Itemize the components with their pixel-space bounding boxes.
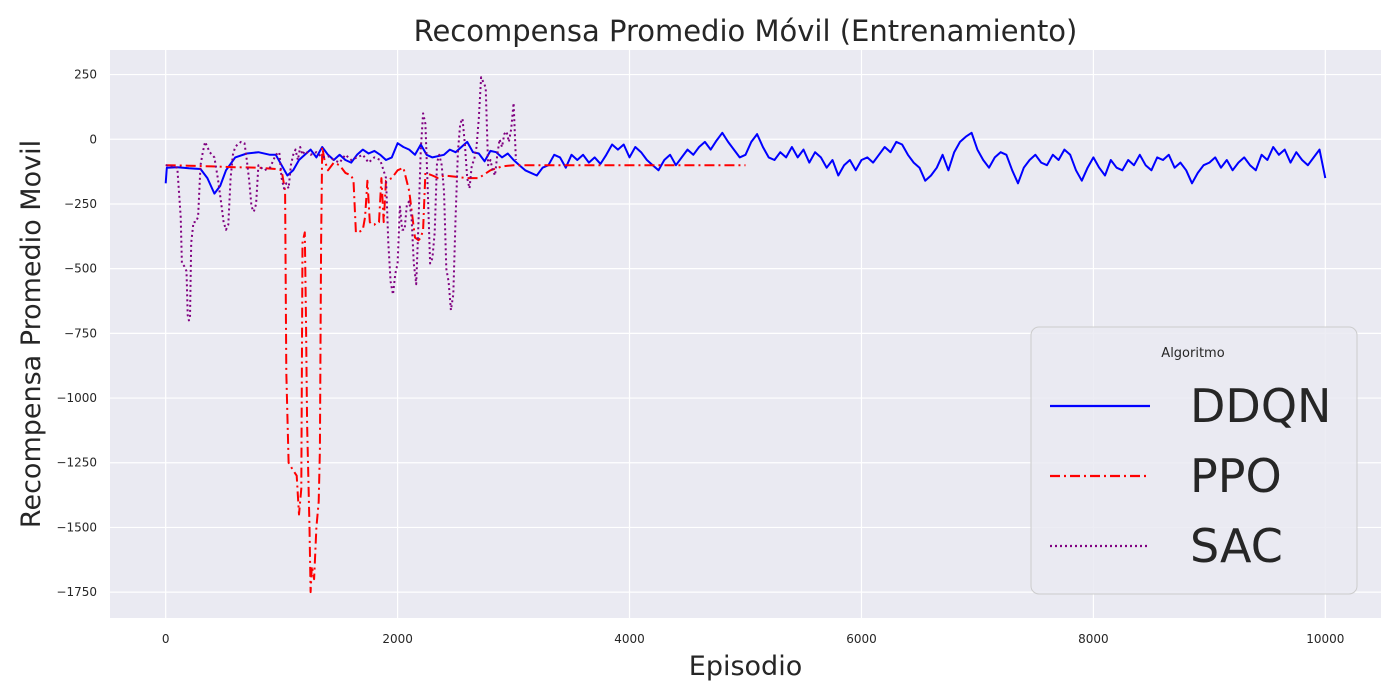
y-tick-label: −1500 <box>56 520 97 534</box>
y-tick-label: −750 <box>64 326 97 340</box>
y-tick-label: 250 <box>74 68 97 82</box>
y-axis-title: Recompensa Promedio Movil <box>16 140 47 528</box>
x-tick-label: 2000 <box>382 632 413 646</box>
y-tick-label: −1000 <box>56 391 97 405</box>
y-tick-label: −1250 <box>56 456 97 470</box>
series-line-ddqn <box>164 131 1327 195</box>
x-axis-title: Episodio <box>689 651 802 682</box>
legend-label-sac: SAC <box>1190 519 1283 573</box>
x-tick-label: 10000 <box>1306 632 1344 646</box>
legend-title: Algoritmo <box>1161 346 1224 361</box>
y-tick-label: −500 <box>64 262 97 276</box>
x-tick-label: 0 <box>162 632 170 646</box>
legend-box <box>1030 326 1358 595</box>
legend: Algoritmo DDQN PPO SAC <box>1030 326 1358 595</box>
x-tick-label: 4000 <box>614 632 645 646</box>
x-tick-label: 8000 <box>1078 632 1109 646</box>
chart-title: Recompensa Promedio Móvil (Entrenamiento… <box>414 14 1078 48</box>
legend-items: DDQN PPO SAC <box>1050 379 1331 573</box>
x-tick-label: 6000 <box>846 632 877 646</box>
y-tick-label: 0 <box>89 132 97 146</box>
y-tick-label: −1750 <box>56 585 97 599</box>
series-line-ppo <box>165 146 746 594</box>
legend-label-ppo: PPO <box>1190 449 1282 503</box>
tick-labels: 0 2000 4000 6000 8000 10000 250 0 −250 −500 −750 −1… <box>56 68 1344 646</box>
y-tick-label: −250 <box>64 197 97 211</box>
grid-lines <box>110 50 1381 618</box>
legend-label-ddqn: DDQN <box>1190 379 1331 433</box>
series-line-sac <box>165 76 517 322</box>
series-layer <box>164 76 1327 594</box>
